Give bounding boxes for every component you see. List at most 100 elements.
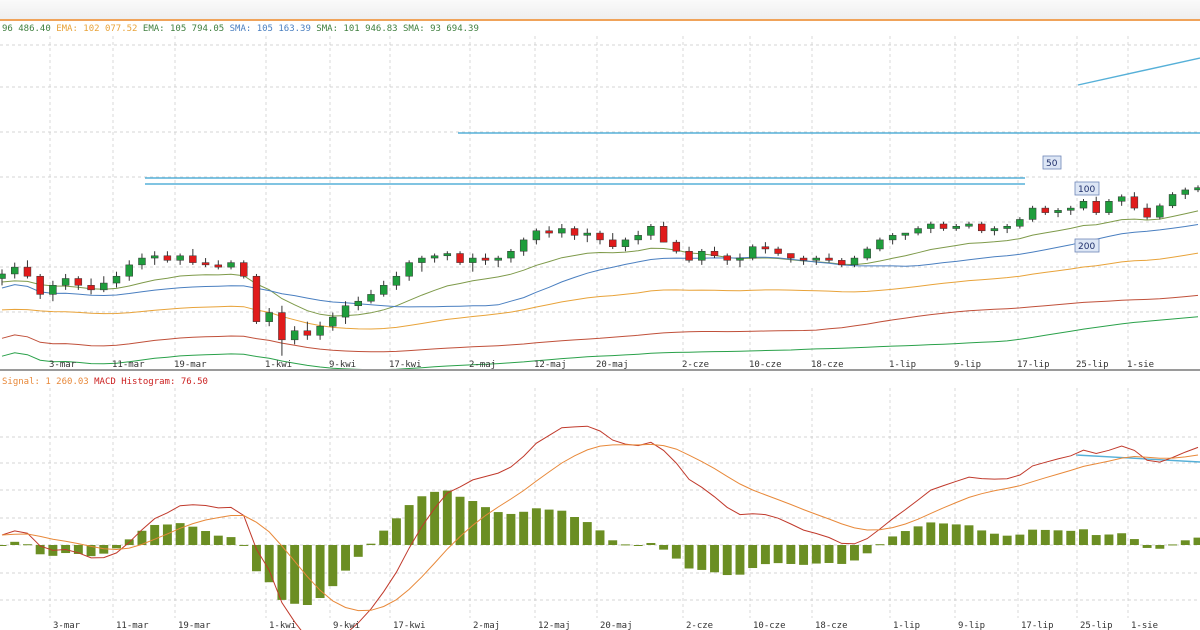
candle [888,233,897,245]
sma-100-line [1,294,1199,353]
window-top-bar [0,0,1200,21]
histogram-bar [570,517,580,545]
candle [100,276,108,293]
histogram-bar [1104,534,1114,545]
histogram-bar [341,545,350,571]
moving-average-labels: 50 100 200 [1042,155,1100,253]
histogram-bar [99,545,109,554]
histogram-bar [112,545,121,549]
macd-x-axis: 3-mar 11-mar 19-mar 1-kwi 9-kwi 17-kwi 2-maj 12… [53,621,1158,630]
candle [1181,187,1189,199]
x-tick-label: 11-mar [112,360,145,370]
macd-histogram [0,490,1200,605]
ma-label-text: 50 [1046,159,1058,169]
candle [87,278,95,295]
histogram-bar [1079,529,1088,545]
ma-label-text: 100 [1078,185,1095,195]
histogram-bar [735,545,745,575]
candle [430,253,439,263]
histogram-bar [1053,530,1063,545]
histogram-bar [277,545,287,600]
candle [939,221,948,231]
histogram-bar [481,507,490,545]
candle [570,226,579,240]
candle [481,253,490,265]
histogram-bar [302,545,312,605]
trendline [1075,454,1200,463]
ma-label-box [1074,181,1100,196]
candle [876,237,884,252]
histogram-bar [1091,535,1101,545]
candle [977,221,986,234]
histogram-bar [1028,529,1038,545]
price-indicator-legend: 96 486.40 EMA: 102 077.52 EMA: 105 794.0… [2,24,479,34]
histogram-bar [862,545,872,554]
histogram-bar [201,531,211,545]
histogram-bar [1180,540,1190,545]
candle [1194,185,1200,193]
ma-label-text: 200 [1078,242,1095,252]
legend-item: MACD Histogram: 76.50 [89,377,208,387]
candle [748,244,757,261]
ema-line [1,252,1199,330]
candle [927,221,935,234]
x-tick-label: 17-lip [1021,621,1054,630]
x-tick-label: 9-lip [958,621,985,630]
macd-legend: Signal: 1 260.03 MACD Histogram: 76.50 [2,377,208,387]
candle [990,226,999,236]
histogram-bar [1002,535,1012,545]
candle [698,248,706,265]
histogram-bar [951,524,961,545]
candle [11,262,19,279]
histogram-bar [353,545,363,557]
histogram-bar [442,490,452,545]
histogram-bar [710,545,719,573]
histogram-bar [188,526,198,545]
candle [1117,194,1126,206]
histogram-bar [137,530,147,545]
candle [125,260,133,281]
candle [545,226,553,238]
histogram-bar [252,545,261,572]
x-tick-label: 10-cze [753,621,786,630]
histogram-bar [977,530,987,545]
candle [659,221,668,243]
x-tick-label: 25-lip [1080,621,1113,630]
candle [787,253,795,263]
candle [443,251,452,261]
histogram-bar [239,544,249,546]
x-tick-label: 17-kwi [393,621,426,630]
candle [367,289,375,304]
candle [1003,223,1011,234]
candle [36,273,44,299]
candle [965,221,973,229]
histogram-bar [430,491,440,545]
histogram-bar [1117,533,1127,545]
candle [316,321,324,340]
x-tick-label: 2-maj [473,621,500,630]
histogram-bar [900,531,910,545]
histogram-bar [404,505,414,545]
histogram-bar [175,523,185,545]
histogram-bar [86,545,96,557]
candle [163,251,172,263]
histogram-bar [824,545,834,563]
x-tick-label: 10-cze [749,360,782,370]
candle [1079,199,1088,211]
candle [138,253,146,270]
histogram-bar [773,545,783,564]
histogram-bar [926,522,936,545]
candle [1041,205,1050,215]
candle [1092,196,1100,215]
histogram-bar [557,510,567,545]
legend-item: SMA: 101 946.83 [311,24,398,34]
histogram-bar [455,496,465,545]
histogram-bar [671,545,681,559]
price-grid [0,36,1200,362]
histogram-bar [582,522,592,545]
macd-lines [1,425,1199,630]
candle [150,251,159,265]
candle [1054,208,1062,218]
x-tick-label: 1-lip [889,360,916,370]
histogram-bar [964,525,974,545]
